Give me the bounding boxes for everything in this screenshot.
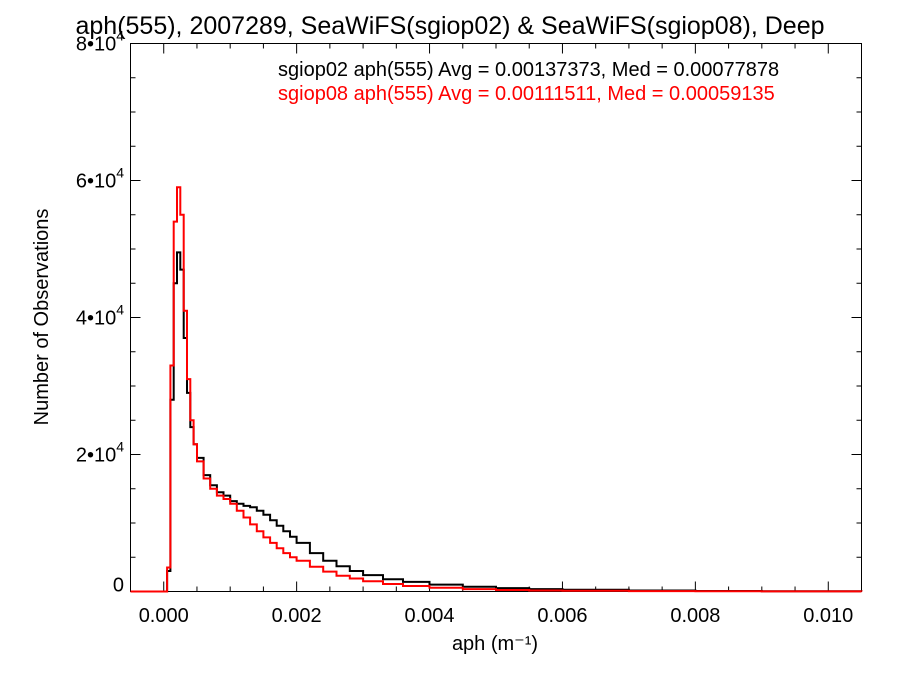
y-tick-label: 2•104 [76, 439, 124, 467]
x-tick-label: 0.002 [272, 605, 322, 627]
y-tick-mantissa: 6•10 [76, 171, 116, 193]
y-axis-label: Number of Observations [31, 209, 53, 426]
chart-title: aph(555), 2007289, SeaWiFS(sgiop02) & Se… [75, 12, 824, 40]
x-tick-label: 0.010 [803, 605, 853, 627]
y-tick-mantissa: 8•10 [76, 34, 116, 56]
series-line-0 [130, 251, 863, 593]
x-tick-label: 0.004 [405, 605, 455, 627]
y-tick-exponent: 4 [116, 439, 124, 455]
annotation-sgiop08: sgiop08 aph(555) Avg = 0.00111511, Med =… [278, 83, 775, 105]
y-tick-label: 8•104 [76, 28, 124, 56]
series-line-1 [130, 186, 863, 593]
x-axis-label: aph (m⁻¹) [452, 633, 538, 655]
x-tick-label: 0.000 [139, 605, 189, 627]
y-tick-mantissa: 4•10 [76, 308, 116, 330]
y-tick-mantissa: 2•10 [76, 445, 116, 467]
x-axis: 0.000 0.002 0.004 0.006 0.008 0.010 [139, 43, 862, 627]
y-tick-exponent: 4 [116, 28, 124, 44]
y-tick-label: 0 [113, 575, 124, 597]
y-tick-label: 6•104 [76, 165, 124, 193]
annotation-sgiop02: sgiop02 aph(555) Avg = 0.00137373, Med =… [278, 59, 779, 81]
series-layer [130, 186, 863, 593]
y-tick-mantissa: 0 [113, 575, 124, 597]
x-tick-label: 0.006 [537, 605, 587, 627]
y-tick-exponent: 4 [116, 302, 124, 318]
plot-frame [130, 43, 862, 592]
y-tick-exponent: 4 [116, 165, 124, 181]
x-tick-label: 0.008 [670, 605, 720, 627]
y-tick-label: 4•104 [76, 302, 124, 330]
